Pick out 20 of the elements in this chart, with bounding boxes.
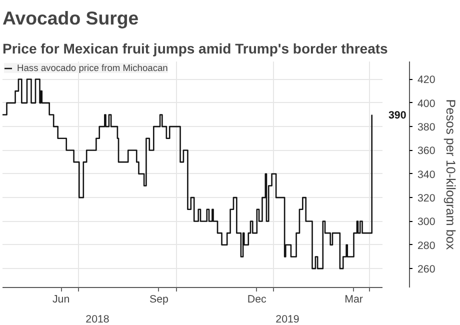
y-tick-label: 320 — [418, 192, 436, 205]
y-tick-label: 260 — [418, 264, 436, 276]
text: 2019 — [276, 314, 300, 325]
x-tick-label: Mar — [344, 294, 364, 306]
x-tick-label: Sep — [149, 294, 169, 306]
x-tick-label: Dec — [247, 294, 268, 306]
x-tick-label: Jun — [52, 294, 70, 306]
y-axis-title: Pesos per 10-kilogram box — [443, 99, 458, 250]
text: 2018 — [86, 314, 110, 325]
y-tick-label: 280 — [418, 240, 436, 252]
y-tick-label: 400 — [418, 98, 436, 110]
y-tick-label: 300 — [418, 216, 436, 228]
legend-label: Hass avocado price from Michoacan — [17, 63, 168, 73]
data-label: 390 — [388, 110, 406, 122]
chart-subtitle: Price for Mexican fruit jumps amid Trump's border threats — [2, 40, 388, 56]
chart-title: Avocado Surge — [2, 8, 139, 28]
y-tick-label: 420 — [418, 74, 436, 86]
y-tick-label: 340 — [418, 168, 436, 181]
y-tick-label: 380 — [418, 122, 436, 134]
y-tick-label: 360 — [418, 145, 436, 158]
